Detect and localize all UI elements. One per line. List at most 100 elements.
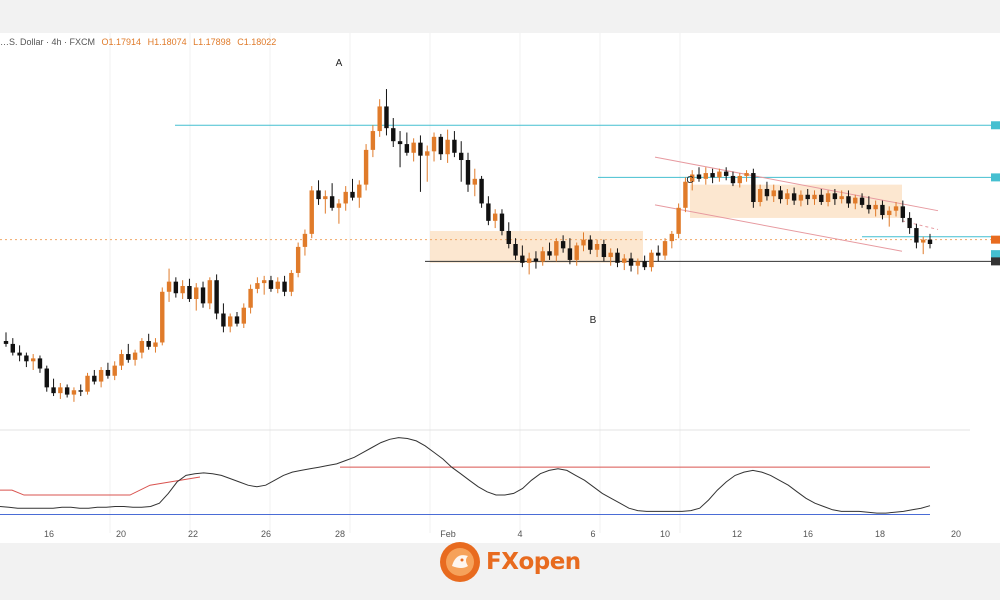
candle-body [921, 239, 926, 243]
candle-body [24, 355, 29, 362]
candle-body [880, 204, 885, 216]
x-tick-label: 20 [116, 529, 126, 539]
candle-body [785, 193, 790, 200]
swing-point-label: B [590, 315, 597, 326]
candle-body [275, 281, 280, 289]
x-tick-label: 22 [188, 529, 198, 539]
candle-body [805, 194, 810, 200]
candle-body [316, 190, 321, 200]
candle-body [608, 252, 613, 258]
candle-body [730, 175, 736, 184]
x-tick-label: 10 [660, 529, 670, 539]
candle-body [866, 204, 872, 210]
high-value: H1.18074 [147, 37, 187, 47]
candle-body [914, 228, 919, 243]
candle-body [907, 217, 912, 229]
candle-body [737, 175, 742, 184]
candle-body [533, 258, 539, 262]
candle-body [723, 171, 729, 176]
lion-icon [440, 542, 480, 582]
candle-body [690, 174, 695, 182]
candle-body [465, 160, 471, 185]
candle-body [241, 307, 246, 324]
candle-body [234, 316, 240, 324]
candle-body [873, 204, 878, 210]
candle-body [560, 241, 566, 249]
candle-body [194, 287, 199, 300]
candle-body [832, 193, 838, 200]
candle-body [588, 239, 593, 250]
candle-body [526, 258, 532, 263]
candle-body [411, 142, 416, 153]
candle-body [207, 280, 213, 304]
candle-body [221, 313, 226, 327]
candle-body [601, 244, 607, 258]
candle-body [112, 365, 117, 376]
candle-body [105, 369, 111, 376]
low-value: L1.17898 [193, 37, 231, 47]
candle-body [669, 233, 675, 242]
x-tick-label: 28 [335, 529, 345, 539]
candle-body [520, 255, 525, 263]
candle-body [51, 387, 56, 394]
candle-body [445, 139, 450, 155]
candle-body [295, 246, 301, 273]
ohlc-header: …S. Dollar · 4h · FXCM O1.17914 H1.18074… [0, 37, 280, 47]
candle-body [676, 207, 681, 234]
x-tick-label: 26 [261, 529, 271, 539]
bottom-strip [0, 543, 1000, 600]
candle-body [751, 173, 756, 203]
candle-body [887, 210, 892, 216]
candle-body [180, 285, 185, 294]
candle-body [384, 106, 389, 129]
price-marker [991, 235, 1000, 244]
candle-body [547, 251, 552, 256]
candle-body [452, 139, 457, 153]
candle-body [459, 152, 464, 161]
candle-body [418, 142, 423, 156]
candle-body [10, 343, 15, 353]
candle-body [17, 352, 22, 356]
swing-point-label: C [686, 175, 693, 186]
candle-body [554, 241, 559, 256]
candle-body [153, 342, 158, 347]
candle-body [289, 272, 294, 292]
candle-body [492, 213, 498, 221]
candle-body [567, 248, 573, 260]
x-tick-label: 18 [875, 529, 885, 539]
consolidation-zone [690, 184, 902, 218]
candle-body [425, 151, 430, 156]
oscillator-signal-line [0, 476, 201, 496]
candle-body [615, 252, 620, 263]
x-tick-label: 4 [517, 529, 522, 539]
candle-body [404, 144, 410, 153]
chart-area[interactable]: A B C 16 20 22 26 28 Feb 4 6 10 12 16 18 20 [0, 33, 1000, 543]
x-tick-label: 6 [590, 529, 595, 539]
horizontal-levels[interactable] [0, 124, 995, 262]
price-chart[interactable]: A B C 16 20 22 26 28 Feb 4 6 10 12 16 18 20 [0, 33, 1000, 543]
channel-projection-line [901, 220, 939, 231]
candle-body [44, 368, 49, 388]
candle-body [683, 181, 688, 208]
candle-body [302, 233, 308, 247]
candle-body [846, 196, 851, 204]
candle-body [71, 390, 77, 395]
candle-body [78, 390, 83, 392]
top-strip [0, 0, 1000, 33]
candle-body [649, 252, 654, 268]
candle-body [540, 251, 545, 262]
brand-name: FXopen [486, 549, 581, 575]
symbol-title: …S. Dollar · 4h · FXCM [0, 37, 96, 47]
candle-body [146, 341, 151, 347]
candle-body [662, 241, 668, 256]
candle-body [757, 188, 763, 203]
open-value: O1.17914 [101, 37, 142, 47]
candle-body [336, 203, 342, 208]
swing-point-label: A [336, 58, 343, 69]
candle-body [642, 261, 647, 268]
price-marker [991, 121, 1000, 130]
close-value: C1.18022 [237, 37, 277, 47]
candle-body [771, 190, 776, 197]
candle-body [92, 375, 97, 382]
candle-body [764, 188, 770, 197]
